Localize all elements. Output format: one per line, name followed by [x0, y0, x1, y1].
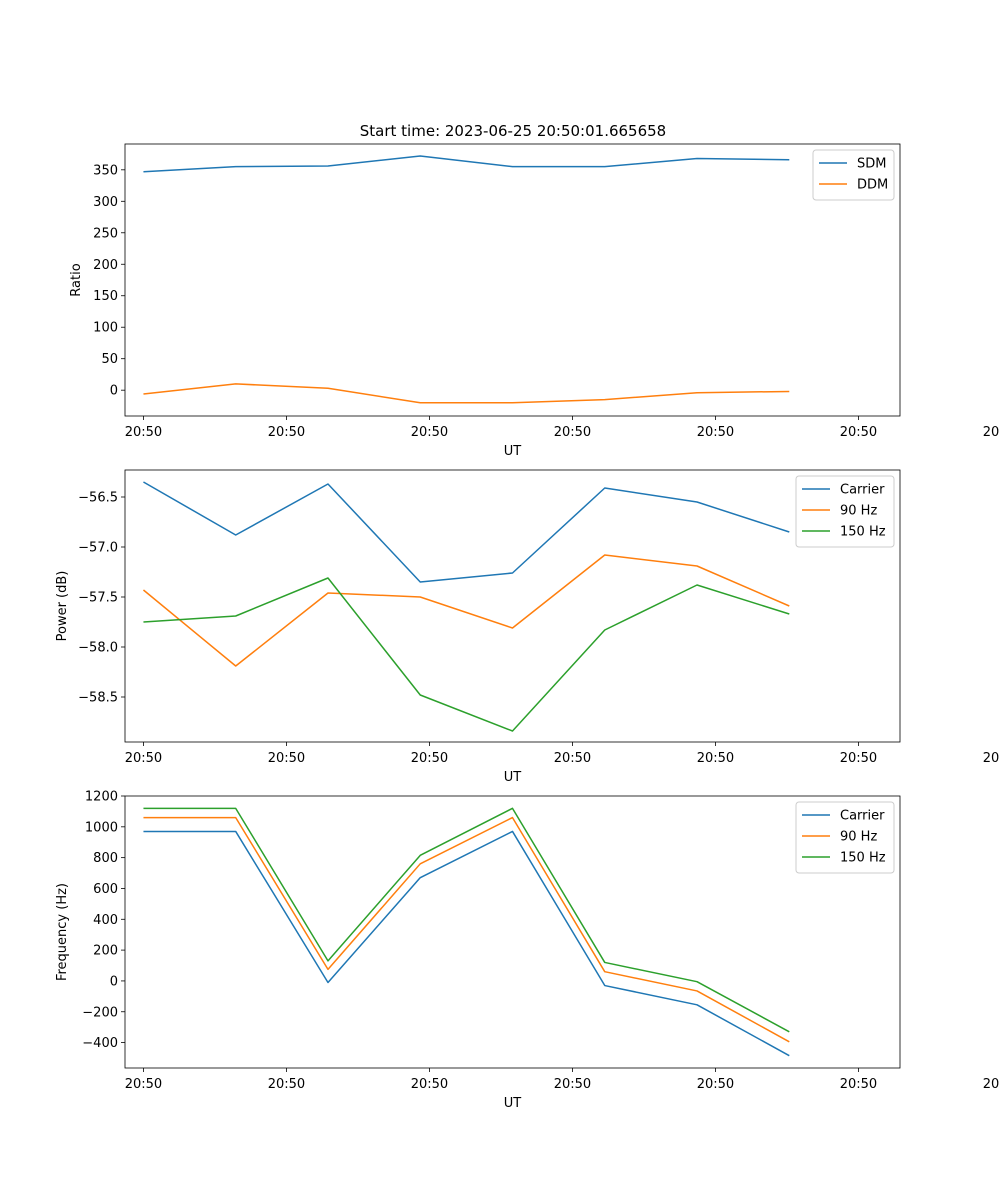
y-tick-label: 300	[93, 195, 118, 210]
x-tick-label: 20:51	[983, 425, 1000, 440]
x-tick-label: 20:50	[554, 1077, 591, 1092]
x-tick-label: 20:50	[840, 1077, 877, 1092]
axes-frame	[124, 795, 901, 1069]
subplot-2: 20:50 20:50 20:50 20:50 20:50 20:50 20:51 −56.5…	[55, 469, 1000, 785]
y-tick-label: 100	[93, 321, 118, 336]
x-tick-label: 20:50	[411, 1077, 448, 1092]
y-tick-label: 350	[93, 163, 118, 178]
axes-frame	[124, 469, 901, 743]
x-axis-label: UT	[504, 770, 522, 785]
x-tick-label: 20:50	[268, 425, 305, 440]
series-line-150-hz	[143, 807, 790, 1033]
y-tick-label: 400	[93, 913, 118, 928]
x-tick-label: 20:50	[411, 751, 448, 766]
legend-label: Carrier	[840, 809, 885, 824]
series-line-90-hz	[142, 554, 790, 667]
legend-label: 90 Hz	[840, 830, 877, 845]
y-tick-label: −58.0	[78, 641, 118, 656]
y-tick-label: 800	[93, 851, 118, 866]
legend-box	[795, 475, 895, 548]
y-tick-label: 200	[93, 258, 118, 273]
series-line-150-hz	[143, 577, 790, 732]
y-tick-label: −57.0	[78, 541, 118, 556]
y-axis-label: Power (dB)	[55, 571, 70, 642]
subplots: 20:50 20:50 20:50 20:50 20:50 20:50 20:51 350 30…	[55, 143, 1000, 1112]
y-tick-label: −200	[82, 1005, 118, 1020]
legend-label: 150 Hz	[840, 851, 886, 866]
y-tick-label: 0	[110, 974, 118, 989]
y-tick-label: 250	[93, 226, 118, 241]
y-axis-label: Ratio	[69, 263, 84, 296]
series-line-carrier	[143, 481, 790, 583]
x-tick-label: 20:50	[697, 425, 734, 440]
x-tick-label: 20:50	[840, 751, 877, 766]
x-axis-label: UT	[504, 1096, 522, 1111]
x-tick-label: 20:50	[268, 1077, 305, 1092]
x-tick-label: 20:50	[554, 425, 591, 440]
y-tick-label: −56.5	[78, 491, 118, 506]
y-tick-label: 50	[101, 352, 118, 367]
y-tick-label: 1000	[85, 820, 118, 835]
series-line-carrier	[143, 830, 790, 1057]
y-axis-label: Frequency (Hz)	[55, 883, 70, 981]
x-tick-label: 20:50	[840, 425, 877, 440]
legend-label: SDM	[857, 157, 886, 172]
x-tick-label: 20:50	[554, 751, 591, 766]
y-tick-label: −400	[82, 1036, 118, 1051]
x-tick-label: 20:50	[268, 751, 305, 766]
y-tick-label: −57.5	[78, 591, 118, 606]
x-tick-label: 20:50	[125, 425, 162, 440]
x-tick-label: 20:51	[983, 1077, 1000, 1092]
axes-frame	[124, 143, 901, 417]
subplot-3: 20:50 20:50 20:50 20:50 20:50 20:50 20:51 1200 1…	[55, 790, 1000, 1112]
legend-label: DDM	[857, 178, 888, 193]
y-tick-label: 150	[93, 289, 118, 304]
x-tick-label: 20:50	[125, 751, 162, 766]
y-tick-label: 200	[93, 944, 118, 959]
legend-label: 150 Hz	[840, 525, 886, 540]
legend-label: 90 Hz	[840, 504, 877, 519]
figure-title: Start time: 2023-06-25 20:50:01.665658	[360, 122, 666, 140]
x-axis-label: UT	[504, 444, 522, 459]
y-tick-label: −58.5	[78, 691, 118, 706]
legend-box	[795, 801, 895, 874]
x-tick-label: 20:50	[697, 751, 734, 766]
series-line-ddm	[143, 383, 790, 404]
y-tick-label: 1200	[85, 790, 118, 805]
legend-label: Carrier	[840, 483, 885, 498]
x-tick-label: 20:50	[411, 425, 448, 440]
x-tick-label: 20:51	[983, 751, 1000, 766]
y-tick-label: 600	[93, 882, 118, 897]
legend: SDM DDM	[812, 149, 895, 201]
legend: Carrier 90 Hz 150 Hz	[795, 801, 895, 874]
x-tick-label: 20:50	[697, 1077, 734, 1092]
legend: Carrier 90 Hz 150 Hz	[795, 475, 895, 548]
y-tick-label: 0	[110, 384, 118, 399]
subplot-1: 20:50 20:50 20:50 20:50 20:50 20:50 20:51 350 30…	[69, 143, 1000, 459]
series-line-90-hz	[143, 816, 790, 1043]
series-line-sdm	[143, 155, 790, 173]
x-tick-label: 20:50	[125, 1077, 162, 1092]
